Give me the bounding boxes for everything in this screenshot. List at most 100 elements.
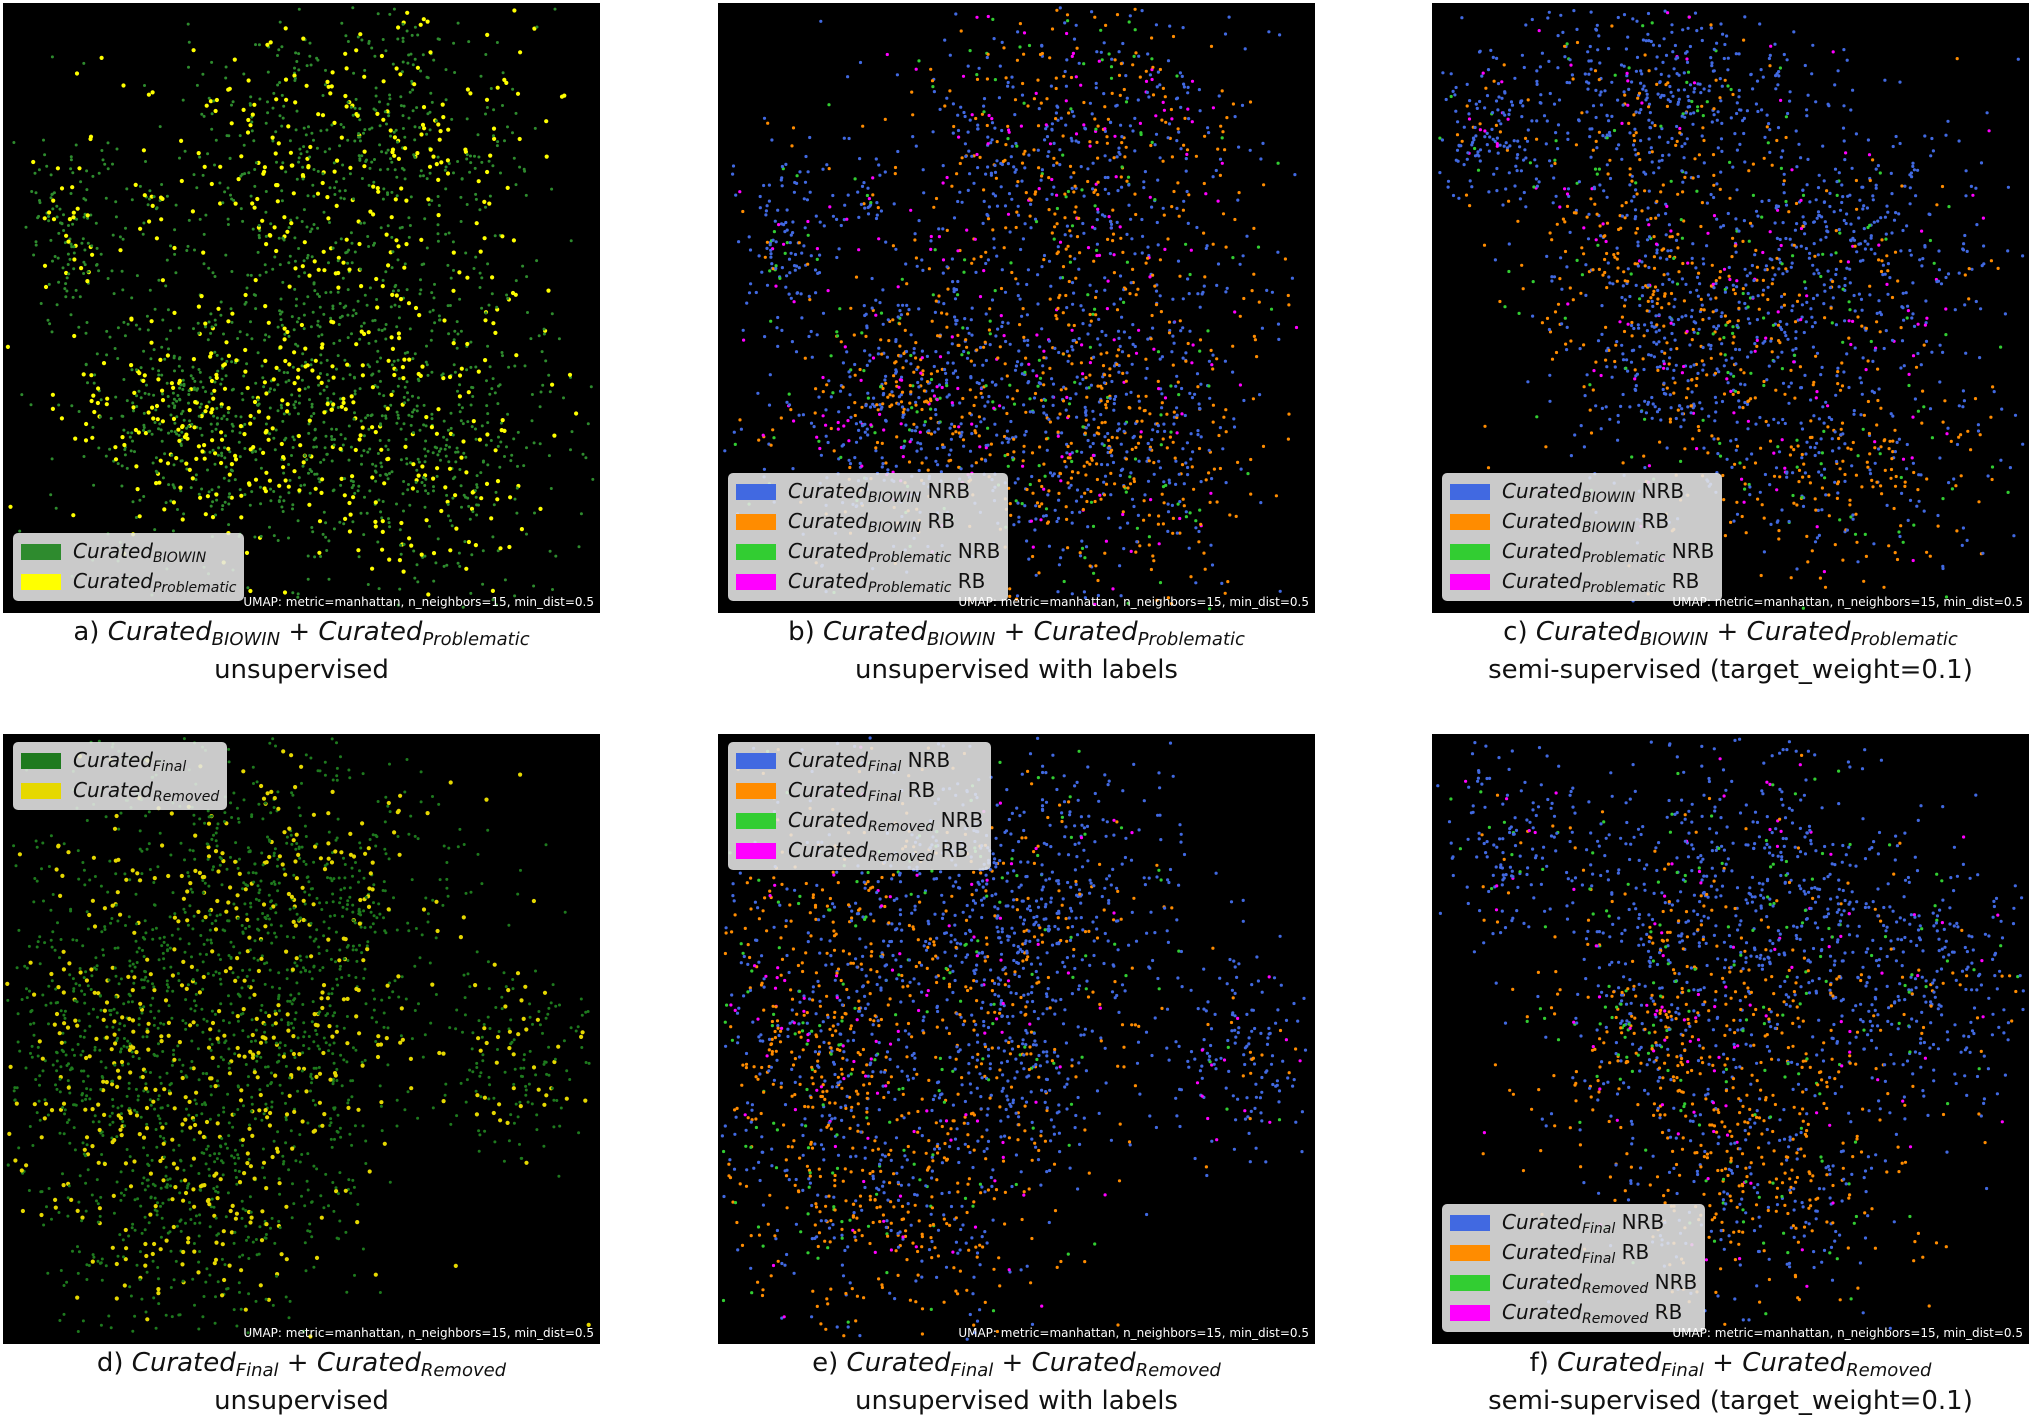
scatter-point: [886, 468, 889, 471]
scatter-point: [47, 210, 51, 214]
scatter-point: [227, 503, 230, 506]
scatter-point: [1147, 442, 1150, 445]
scatter-point: [67, 272, 70, 275]
scatter-point: [1218, 94, 1221, 97]
scatter-point: [1024, 357, 1027, 360]
scatter-point: [225, 374, 228, 377]
scatter-point: [370, 161, 373, 164]
scatter-point: [1029, 483, 1032, 486]
scatter-point: [12, 141, 15, 144]
scatter-point: [243, 348, 247, 352]
scatter-point: [426, 197, 430, 201]
scatter-point: [178, 327, 181, 330]
scatter-point: [976, 127, 979, 130]
scatter-point: [1180, 412, 1183, 415]
scatter-point: [180, 383, 183, 386]
scatter-point: [387, 439, 390, 442]
scatter-point: [1113, 398, 1116, 401]
scatter-point: [876, 214, 879, 217]
scatter-point: [173, 398, 176, 401]
scatter-point: [1634, 188, 1637, 191]
scatter-point: [96, 401, 100, 405]
scatter-point: [877, 347, 880, 350]
scatter-point: [1179, 319, 1182, 322]
scatter-point: [149, 357, 152, 360]
scatter-point: [252, 228, 255, 231]
scatter-point: [510, 454, 513, 457]
scatter-point: [1023, 102, 1026, 105]
scatter-point: [482, 461, 485, 464]
scatter-point: [215, 499, 218, 502]
scatter-point: [815, 215, 818, 218]
scatter-point: [461, 406, 464, 409]
scatter-point: [221, 504, 224, 507]
scatter-point: [399, 521, 403, 525]
scatter-point: [157, 279, 160, 282]
scatter-point: [458, 468, 461, 471]
scatter-point: [942, 181, 945, 184]
scatter-point: [138, 499, 141, 502]
scatter-point: [203, 165, 207, 169]
scatter-point: [309, 230, 312, 233]
scatter-point: [1576, 41, 1579, 44]
scatter-point: [1080, 343, 1083, 346]
legend-label-suffix: NRB: [951, 539, 1000, 563]
scatter-point: [443, 485, 447, 489]
scatter-point: [945, 384, 948, 387]
scatter-point: [1167, 510, 1170, 513]
scatter-point: [1035, 374, 1038, 377]
scatter-point: [240, 415, 243, 418]
scatter-point: [953, 315, 956, 318]
scatter-point: [223, 387, 227, 391]
scatter-point: [491, 321, 495, 325]
scatter-point: [397, 289, 400, 292]
scatter-point: [50, 173, 53, 176]
scatter-point: [350, 479, 353, 482]
scatter-point: [1236, 199, 1239, 202]
scatter-point: [308, 398, 311, 401]
scatter-point: [214, 381, 217, 384]
scatter-point: [153, 195, 156, 198]
scatter-point: [396, 244, 400, 248]
scatter-point: [111, 163, 114, 166]
scatter-point: [749, 248, 752, 251]
scatter-point: [1022, 237, 1025, 240]
scatter-point: [506, 186, 510, 190]
scatter-point: [398, 316, 401, 319]
scatter-point: [471, 425, 474, 428]
scatter-point: [30, 190, 33, 193]
scatter-point: [452, 251, 456, 255]
scatter-point: [1447, 186, 1450, 189]
scatter-point: [376, 186, 380, 190]
scatter-point: [373, 242, 376, 245]
scatter-point: [1048, 260, 1051, 263]
scatter-point: [264, 211, 267, 214]
scatter-point: [842, 386, 845, 389]
scatter-point: [407, 483, 410, 486]
scatter-point: [340, 477, 344, 481]
scatter-point: [1511, 104, 1514, 107]
scatter-point: [921, 461, 924, 464]
scatter-point: [1488, 135, 1491, 138]
scatter-point: [1162, 101, 1165, 104]
scatter-point: [325, 549, 328, 552]
scatter-point: [1075, 500, 1078, 503]
scatter-point: [1070, 76, 1073, 79]
scatter-point: [1030, 475, 1033, 478]
scatter-point: [1063, 21, 1066, 24]
scatter-point: [1192, 488, 1195, 491]
scatter-point: [1125, 450, 1128, 453]
scatter-point: [927, 429, 930, 432]
scatter-point: [310, 325, 313, 328]
scatter-point: [359, 268, 362, 271]
scatter-point: [520, 527, 524, 531]
scatter-point: [800, 316, 803, 319]
scatter-point: [776, 316, 779, 319]
scatter-point: [347, 501, 351, 505]
scatter-point: [1183, 117, 1186, 120]
scatter-point: [492, 137, 496, 141]
scatter-point: [442, 318, 446, 322]
scatter-point: [380, 548, 384, 552]
scatter-point: [1182, 297, 1185, 300]
scatter-point: [1133, 435, 1136, 438]
